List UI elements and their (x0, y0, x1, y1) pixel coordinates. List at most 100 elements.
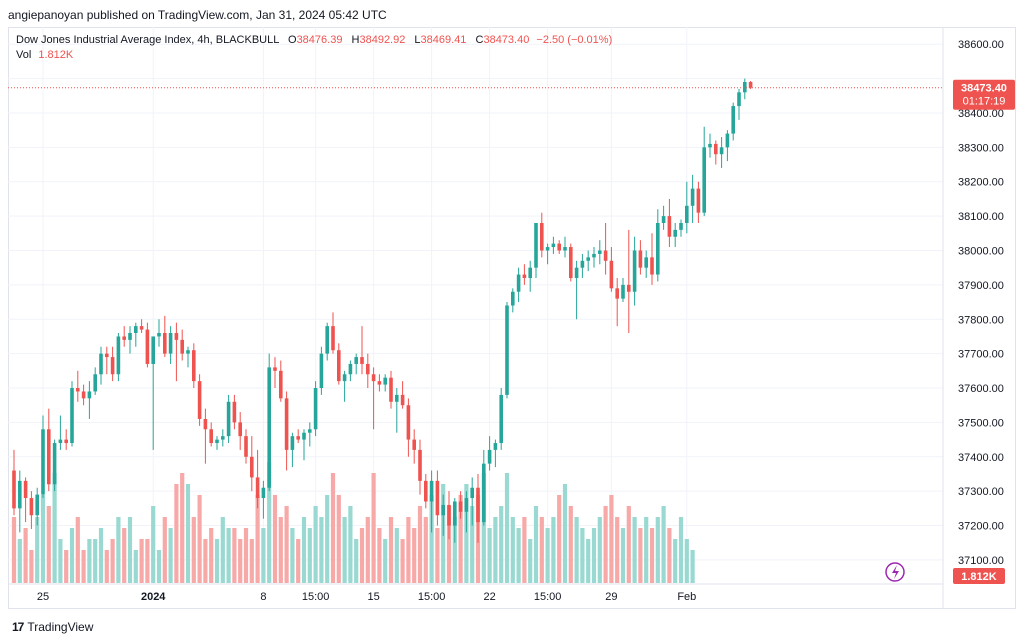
candle-body (522, 274, 527, 278)
time-tick-label: 15:00 (302, 591, 330, 603)
volume-bar (423, 517, 428, 583)
candle-body (725, 133, 730, 148)
volume-bar (203, 539, 208, 583)
volume-bar (690, 550, 695, 583)
volume-bar (168, 528, 173, 583)
candle-body (325, 326, 329, 354)
candle-body (540, 222, 544, 251)
volume-bar (510, 517, 515, 583)
volume-bar (673, 539, 678, 583)
volume-bar (191, 517, 196, 583)
candle-body (418, 449, 422, 481)
volume-bar (58, 539, 63, 583)
price-tick-label: 38000.00 (958, 245, 1004, 257)
volume-bar (209, 528, 214, 583)
volume-bar (568, 506, 573, 583)
volume-bar (638, 528, 643, 583)
time-tick-label: 25 (37, 591, 49, 603)
open-label: O (288, 34, 297, 46)
volume-bar (93, 539, 98, 583)
candle-body (667, 216, 672, 237)
volume-bar (620, 528, 626, 583)
volume-bar (267, 462, 272, 583)
candle-body (545, 247, 550, 251)
candle-body (232, 401, 237, 423)
change-value: −2.50 (−0.01%) (536, 34, 613, 46)
volume-bar (278, 517, 283, 583)
volume-bar (429, 495, 434, 583)
candle-body (134, 326, 138, 334)
price-axis[interactable]: 37100.00 37200.00 37300.00 37400.00 37500.00… (958, 39, 1004, 567)
tradingview-footer[interactable]: 17 TradingView (12, 620, 93, 634)
volume-bar (151, 506, 156, 583)
candle-body (215, 439, 219, 444)
candle-body (354, 357, 358, 364)
volume-bar (678, 517, 684, 583)
time-tick-label: 2024 (141, 591, 166, 603)
candle-body (302, 432, 306, 440)
candle-body (76, 388, 80, 392)
candle-body (87, 391, 92, 399)
time-tick-label: 15 (367, 591, 379, 603)
volume-bar (632, 517, 637, 583)
price-tick-label: 38200.00 (958, 177, 1004, 189)
time-axis[interactable]: 25 2024 8 15:00 15 15:00 22 15:00 29 Feb (37, 591, 696, 603)
candle-body (273, 367, 277, 371)
candle-body (482, 463, 486, 523)
candle-body (12, 470, 16, 509)
volume-bar (197, 495, 202, 583)
candle-body (279, 370, 283, 399)
candle-body (505, 305, 509, 395)
symbol-description[interactable]: Dow Jones Industrial Average Index, 4h, … (16, 34, 279, 46)
candle-body (192, 350, 196, 382)
candle-body (284, 398, 289, 450)
volume-bar (551, 517, 556, 583)
candle-body (580, 260, 585, 268)
volume-bar (522, 517, 527, 583)
candle-body (331, 326, 335, 351)
candle-body (93, 374, 97, 392)
volume-bar (307, 528, 312, 583)
price-chart[interactable]: 37100.00 37200.00 37300.00 37400.00 37500.00… (8, 27, 1016, 609)
bar-countdown: 01:17:19 (963, 96, 1006, 108)
candle-body (308, 429, 312, 433)
volume-bar (226, 528, 231, 583)
attribution-text: angiepanoyan published on TradingView.co… (8, 8, 387, 22)
volume-bar (162, 517, 167, 583)
candle-body (690, 188, 695, 206)
volume-bar (220, 517, 225, 583)
lightning-icon[interactable] (885, 562, 905, 582)
volume-bar (661, 506, 666, 583)
volume-bar (272, 495, 278, 583)
volume-bar (539, 517, 544, 583)
candle-body (238, 422, 242, 437)
candle-body (58, 439, 63, 444)
chart-legend: Dow Jones Industrial Average Index, 4h, … (16, 33, 612, 63)
volume-bar (122, 528, 127, 583)
volume-bar (591, 528, 597, 583)
grid-lines (8, 27, 944, 609)
volume-bar (261, 528, 266, 583)
price-tick-label: 37700.00 (958, 349, 1004, 361)
candle-body (313, 388, 318, 430)
candle-body (151, 336, 155, 364)
volume-bar (586, 539, 591, 583)
candle-body (244, 436, 248, 457)
volume-bar (377, 528, 382, 583)
candle-body (603, 250, 608, 261)
candle-body (186, 350, 190, 354)
price-tick-label: 38600.00 (958, 39, 1004, 51)
last-price-badge (953, 79, 1015, 110)
candle-body (627, 284, 631, 292)
volume-bar (35, 517, 40, 583)
volume-bar (464, 484, 469, 583)
time-tick-label: 15:00 (418, 591, 446, 603)
volume-bar (64, 550, 69, 583)
volume-bar (180, 473, 185, 583)
volume-bar (348, 506, 353, 583)
candle-body (395, 394, 399, 402)
volume-bar (562, 484, 568, 583)
candle-body (261, 487, 266, 499)
candle-body (180, 339, 184, 354)
close-value: 38473.40 (483, 34, 530, 46)
